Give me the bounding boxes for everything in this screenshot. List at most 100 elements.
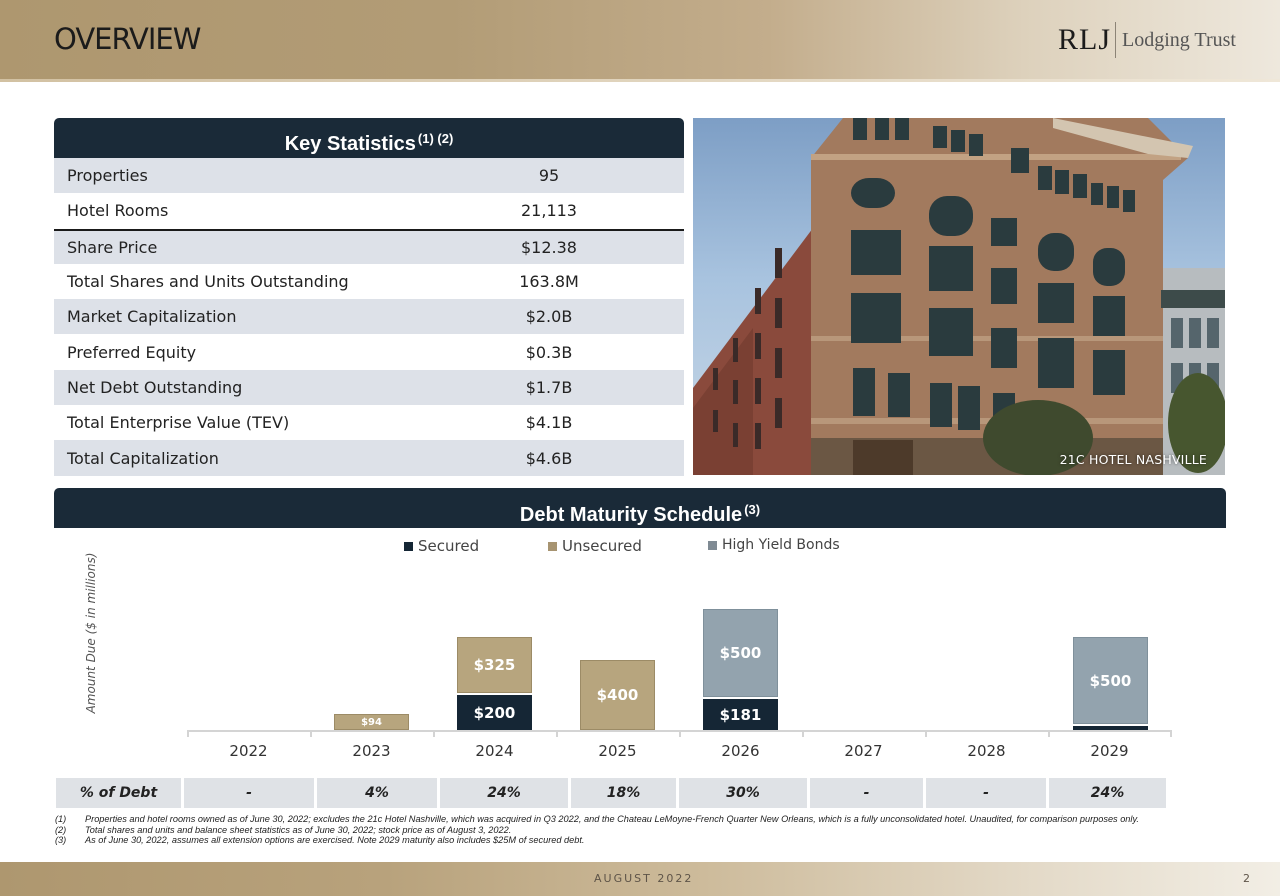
pct-of-debt-cell: 4% bbox=[317, 778, 437, 808]
stat-label: Hotel Rooms bbox=[67, 201, 169, 221]
stat-label: Net Debt Outstanding bbox=[67, 377, 243, 397]
x-axis-tick bbox=[925, 730, 927, 737]
stat-row: Hotel Rooms 21,113 bbox=[54, 193, 684, 228]
stat-row: Total Enterprise Value (TEV) $4.1B bbox=[54, 405, 684, 440]
logo-divider bbox=[1115, 22, 1117, 58]
legend-swatch-secured bbox=[404, 541, 413, 551]
pct-of-debt-cell: 24% bbox=[1049, 778, 1166, 808]
bar-2026-secured: $181 bbox=[703, 699, 778, 730]
bar-2029-high-yield-bonds: $500 bbox=[1073, 637, 1148, 724]
stat-row: Market Capitalization $2.0B bbox=[54, 299, 684, 335]
x-axis-label: 2024 bbox=[475, 742, 514, 760]
debt-maturity-title: Debt Maturity Schedule bbox=[519, 504, 743, 526]
footnote-number: (2) bbox=[55, 824, 67, 835]
stat-value: 21,113 bbox=[521, 201, 577, 221]
header-divider bbox=[0, 79, 1280, 82]
x-axis-tick bbox=[679, 730, 681, 737]
legend-label: High Yield Bonds bbox=[722, 537, 840, 553]
footnotes: (1) Properties and hotel rooms owned as … bbox=[55, 814, 1195, 846]
stat-value: $1.7B bbox=[525, 377, 573, 397]
pct-of-debt-row: % of Debt - 4% 24% 18% 30% - - 24% bbox=[56, 778, 1169, 808]
stat-label: Total Enterprise Value (TEV) bbox=[67, 413, 290, 433]
footnote: (1) Properties and hotel rooms owned as … bbox=[55, 814, 1195, 825]
stat-value: $4.6B bbox=[525, 448, 573, 468]
stat-row: Properties 95 bbox=[54, 158, 684, 194]
x-axis-tick bbox=[1170, 730, 1172, 737]
footnote-text: As of June 30, 2022, assumes all extensi… bbox=[85, 835, 585, 846]
footer-date: AUGUST 2022 bbox=[594, 872, 694, 885]
bar-2029-secured bbox=[1073, 726, 1148, 730]
bar-2023-unsecured: $94 bbox=[334, 714, 409, 730]
bar-2026-high-yield-bonds: $500 bbox=[703, 609, 778, 697]
y-axis-label: Amount Due ($ in millions) bbox=[84, 552, 98, 714]
footnote: (3) As of June 30, 2022, assumes all ext… bbox=[55, 835, 1195, 846]
legend-label: Unsecured bbox=[562, 537, 642, 555]
x-axis-label: 2028 bbox=[967, 742, 1006, 760]
x-axis-tick bbox=[556, 730, 558, 737]
pct-of-debt-cell: 18% bbox=[571, 778, 676, 808]
x-axis-label: 2022 bbox=[229, 742, 268, 760]
stat-label: Total Shares and Units Outstanding bbox=[67, 272, 349, 292]
stat-label: Share Price bbox=[67, 237, 158, 257]
page-title: OVERVIEW bbox=[54, 22, 201, 56]
pct-of-debt-cell: - bbox=[184, 778, 314, 808]
hotel-photo: 21C HOTEL NASHVILLE bbox=[693, 118, 1225, 475]
legend-swatch-high-yield-bonds bbox=[708, 540, 717, 550]
logo-name: Lodging Trust bbox=[1122, 28, 1236, 51]
footnote-text: Total shares and units and balance sheet… bbox=[85, 824, 512, 835]
legend-label: Secured bbox=[418, 537, 480, 555]
stat-row: Total Capitalization $4.6B bbox=[54, 440, 684, 476]
stat-value: 163.8M bbox=[519, 272, 579, 292]
header-band bbox=[0, 0, 1280, 80]
footnote-ref: (3) bbox=[744, 502, 761, 517]
stat-label: Properties bbox=[67, 166, 148, 186]
x-axis-tick bbox=[802, 730, 804, 737]
stat-row: Preferred Equity $0.3B bbox=[54, 334, 684, 369]
stat-label: Market Capitalization bbox=[67, 307, 237, 327]
footnote-number: (1) bbox=[55, 814, 67, 824]
photo-caption: 21C HOTEL NASHVILLE bbox=[1059, 452, 1207, 467]
pct-of-debt-cell: - bbox=[810, 778, 923, 808]
pct-of-debt-cell: 24% bbox=[440, 778, 568, 808]
legend-item-high-yield-bonds: High Yield Bonds bbox=[708, 537, 840, 553]
legend-swatch-unsecured bbox=[548, 541, 557, 551]
key-statistics-table: Key Statistics (1) (2) Properties 95 Hote… bbox=[54, 118, 684, 476]
chart-legend: Secured Unsecured High Yield Bonds bbox=[0, 537, 1280, 559]
bar-2024-secured: $200 bbox=[457, 695, 532, 730]
footer-band bbox=[0, 862, 1280, 896]
stat-label: Preferred Equity bbox=[67, 342, 197, 362]
debt-maturity-header: Debt Maturity Schedule (3) bbox=[54, 488, 1226, 528]
stat-value: $4.1B bbox=[525, 413, 573, 433]
footnote-ref: (1) (2) bbox=[417, 131, 454, 146]
stat-label: Total Capitalization bbox=[67, 448, 219, 468]
legend-item-unsecured: Unsecured bbox=[548, 537, 642, 555]
x-axis-tick bbox=[1048, 730, 1050, 737]
x-axis-tick bbox=[310, 730, 312, 737]
x-axis-label: 2027 bbox=[844, 742, 883, 760]
stat-value: $12.38 bbox=[521, 237, 577, 257]
x-axis-label: 2026 bbox=[721, 742, 760, 760]
key-statistics-title: Key Statistics bbox=[284, 133, 416, 155]
x-axis-tick bbox=[433, 730, 435, 737]
x-axis-label: 2025 bbox=[598, 742, 637, 760]
stat-row: Net Debt Outstanding $1.7B bbox=[54, 369, 684, 406]
stat-value: $0.3B bbox=[525, 342, 573, 362]
bar-2024-unsecured: $325 bbox=[457, 637, 532, 693]
footnote-number: (3) bbox=[55, 835, 67, 846]
key-statistics-header: Key Statistics (1) (2) bbox=[54, 118, 684, 158]
footnote-text: Properties and hotel rooms owned as of J… bbox=[85, 814, 1139, 824]
page-number: 2 bbox=[1243, 872, 1250, 885]
company-logo: RLJ Lodging Trust bbox=[1058, 20, 1236, 60]
stat-value: 95 bbox=[538, 166, 560, 186]
pct-of-debt-cell: 30% bbox=[679, 778, 807, 808]
building-illustration bbox=[693, 118, 1225, 475]
logo-mark: RLJ bbox=[1058, 23, 1112, 56]
x-axis-label: 2023 bbox=[352, 742, 391, 760]
legend-item-secured: Secured bbox=[404, 537, 479, 555]
pct-of-debt-label: % of Debt bbox=[56, 778, 181, 808]
footnote: (2) Total shares and units and balance s… bbox=[55, 825, 1195, 836]
x-axis-label: 2029 bbox=[1090, 742, 1129, 760]
pct-of-debt-cell: - bbox=[926, 778, 1046, 808]
stat-row: Total Shares and Units Outstanding 163.8… bbox=[54, 264, 684, 299]
bar-2025-unsecured: $400 bbox=[580, 660, 655, 730]
